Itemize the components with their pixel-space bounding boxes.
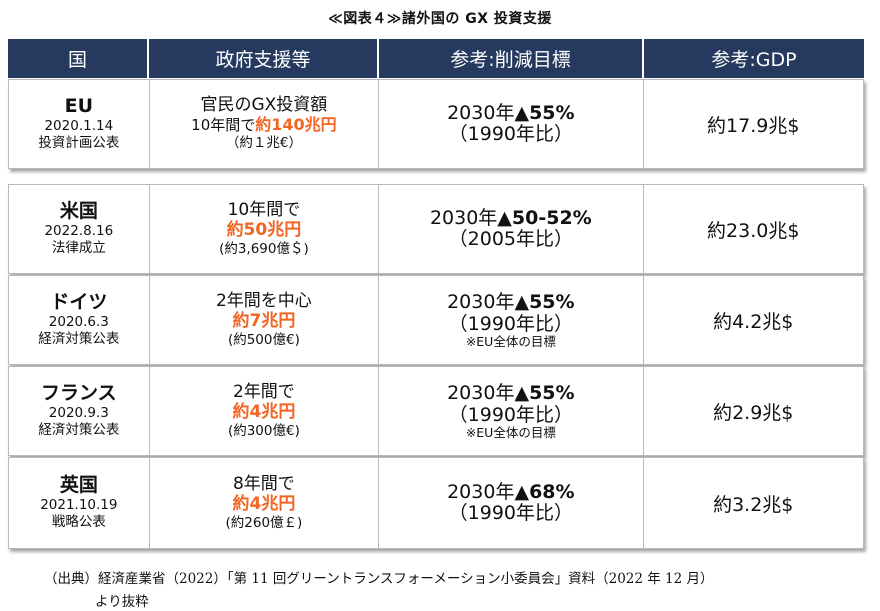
support-note: (約300億€) xyxy=(227,422,300,439)
gdp-cell: 約23.0兆$ xyxy=(644,185,863,273)
target-cell: 2030年▲55% （1990年比） xyxy=(379,80,644,168)
gdp-cell: 約3.2兆$ xyxy=(644,458,863,548)
support-line1: 8年間で xyxy=(232,473,295,494)
target-note: ※EU全体の目標 xyxy=(465,425,556,441)
support-cell: 官民のGX投資額 10年間で約140兆円 （約１兆€） xyxy=(150,80,380,168)
country-event: 法律成立 xyxy=(51,239,106,256)
header-support: 政府支援等 xyxy=(149,39,379,78)
target-cell: 2030年▲55% （1990年比） ※EU全体の目標 xyxy=(379,367,644,455)
gdp-value: 約17.9兆$ xyxy=(707,114,800,137)
source-note-continued: より抜粋 xyxy=(95,594,149,610)
target-main: 2030年▲68% xyxy=(447,481,574,504)
target-base: （1990年比） xyxy=(448,502,573,525)
support-note: (約3,690億＄) xyxy=(219,240,309,257)
target-value: ▲55% xyxy=(514,101,575,124)
gdp-value: 約2.9兆$ xyxy=(713,401,794,424)
target-cell: 2030年▲50-52% （2005年比） xyxy=(379,185,644,273)
country-name: ドイツ xyxy=(50,291,108,314)
support-period: 10年間で xyxy=(191,116,256,135)
country-event: 経済対策公表 xyxy=(38,330,120,347)
support-line2: 10年間で約140兆円 xyxy=(191,115,337,135)
target-value: ▲50-52% xyxy=(497,206,592,229)
support-line1: 2年間を中心 xyxy=(215,290,312,311)
gdp-value: 約23.0兆$ xyxy=(707,219,800,242)
country-date: 2022.8.16 xyxy=(44,223,114,240)
support-amount: 約140兆円 xyxy=(255,115,337,135)
target-value: ▲68% xyxy=(514,480,575,503)
target-main: 2030年▲55% xyxy=(447,382,574,405)
target-main: 2030年▲55% xyxy=(447,291,574,314)
target-year: 2030年 xyxy=(429,206,498,229)
country-event: 経済対策公表 xyxy=(38,421,120,438)
gdp-value: 約4.2兆$ xyxy=(713,310,794,333)
country-name: EU xyxy=(64,95,94,118)
table-row-eu: EU 2020.1.14 投資計画公表 官民のGX投資額 10年間で約140兆円… xyxy=(8,79,864,169)
target-year: 2030年 xyxy=(447,290,515,313)
page-title: ≪図表４≫諸外国の GX 投資支援 xyxy=(328,11,552,27)
support-amount: 約7兆円 xyxy=(232,311,296,332)
table-row-france: フランス 2020.9.3 経済対策公表 2年間で 約4兆円 (約300億€) … xyxy=(8,366,864,456)
target-cell: 2030年▲55% （1990年比） ※EU全体の目標 xyxy=(379,276,644,364)
gdp-value: 約3.2兆$ xyxy=(713,493,794,516)
gdp-cell: 約4.2兆$ xyxy=(644,276,863,364)
country-date: 2020.1.14 xyxy=(44,118,114,135)
gdp-cell: 約17.9兆$ xyxy=(644,80,863,168)
target-base: （1990年比） xyxy=(448,123,573,146)
country-cell: EU 2020.1.14 投資計画公表 xyxy=(9,80,150,168)
source-note: （出典）経済産業省（2022）「第 11 回グリーントランスフォーメーション小委… xyxy=(44,571,714,587)
header-target: 参考:削減目標 xyxy=(379,39,644,78)
target-cell: 2030年▲68% （1990年比） xyxy=(379,458,644,548)
support-note: (約500億€) xyxy=(227,331,300,348)
support-amount: 約50兆円 xyxy=(226,220,302,241)
support-amount: 約4兆円 xyxy=(232,402,296,423)
support-note: （約１兆€） xyxy=(225,135,302,152)
country-event: 戦略公表 xyxy=(51,513,106,530)
country-cell: ドイツ 2020.6.3 経済対策公表 xyxy=(9,276,150,364)
country-cell: フランス 2020.9.3 経済対策公表 xyxy=(9,367,150,455)
table-header: 国 政府支援等 参考:削減目標 参考:GDP xyxy=(8,39,864,78)
target-value: ▲55% xyxy=(514,381,575,404)
support-note: (約260億￡) xyxy=(225,514,303,531)
header-gdp: 参考:GDP xyxy=(711,49,797,71)
gdp-cell: 約2.9兆$ xyxy=(644,367,863,455)
country-cell: 米国 2022.8.16 法律成立 xyxy=(9,185,150,273)
target-year: 2030年 xyxy=(447,480,515,503)
support-cell: 8年間で 約4兆円 (約260億￡) xyxy=(150,458,380,548)
target-year: 2030年 xyxy=(447,381,515,404)
target-note: ※EU全体の目標 xyxy=(465,334,556,350)
support-line1: 官民のGX投資額 xyxy=(200,95,328,116)
support-line1: 2年間で xyxy=(232,381,295,402)
table-row-us: 米国 2022.8.16 法律成立 10年間で 約50兆円 (約3,690億＄)… xyxy=(8,184,864,274)
target-main: 2030年▲50-52% xyxy=(430,207,592,230)
support-cell: 2年間を中心 約7兆円 (約500億€) xyxy=(150,276,380,364)
country-cell: 英国 2021.10.19 戦略公表 xyxy=(9,458,150,548)
target-base: （1990年比） xyxy=(448,403,573,426)
country-date: 2020.9.3 xyxy=(48,405,109,422)
country-date: 2021.10.19 xyxy=(40,497,118,514)
support-cell: 2年間で 約4兆円 (約300億€) xyxy=(150,367,380,455)
header-country: 国 xyxy=(8,39,149,78)
target-value: ▲55% xyxy=(514,290,575,313)
target-year: 2030年 xyxy=(447,101,515,124)
country-event: 投資計画公表 xyxy=(38,134,120,151)
target-base: （2005年比） xyxy=(448,228,573,251)
support-cell: 10年間で 約50兆円 (約3,690億＄) xyxy=(150,185,380,273)
support-amount: 約4兆円 xyxy=(232,494,296,515)
table-row-germany: ドイツ 2020.6.3 経済対策公表 2年間を中心 約7兆円 (約500億€)… xyxy=(8,275,864,365)
country-name: 米国 xyxy=(59,200,98,223)
target-main: 2030年▲55% xyxy=(447,102,574,125)
table-row-uk: 英国 2021.10.19 戦略公表 8年間で 約4兆円 (約260億￡) 20… xyxy=(8,457,864,549)
country-date: 2020.6.3 xyxy=(48,314,109,331)
country-name: 英国 xyxy=(59,474,98,497)
support-line1: 10年間で xyxy=(227,199,301,220)
country-name: フランス xyxy=(41,382,117,405)
target-base: （1990年比） xyxy=(448,312,573,335)
